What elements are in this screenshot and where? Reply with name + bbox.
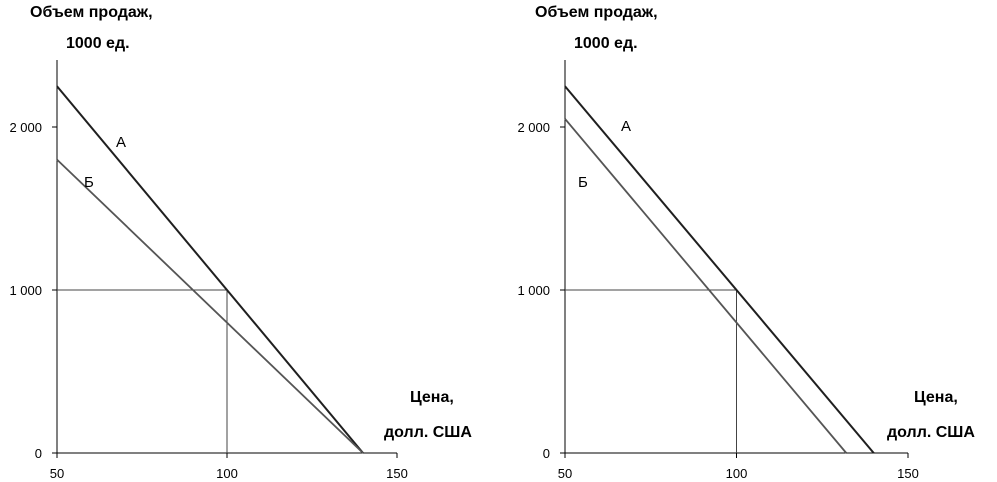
chart2-x-tick-label: 150 (897, 466, 919, 481)
chart1-y-tick-label: 0 (35, 446, 42, 461)
chart1-x-axis-title-line2: долл. США (384, 424, 472, 441)
chart1-x-tick-label: 100 (216, 466, 238, 481)
chart2-series-a-line (564, 85, 875, 454)
chart1-x-tick-label: 150 (386, 466, 408, 481)
chart2-series-a-label: А (621, 118, 631, 135)
chart2-y-axis-title-line2: 1000 ед. (574, 35, 638, 52)
chart1-y-tick-label: 1 000 (9, 283, 42, 298)
chart1-y-axis-title-line1: Объем продаж, (30, 4, 153, 21)
chart1-series-a-label: А (116, 134, 126, 151)
chart2-x-axis-title-line1: Цена, (914, 389, 958, 406)
chart2-series-b-line (564, 118, 847, 454)
chart1-series-b-label: Б (84, 174, 94, 191)
chart2-y-tick-label: 1 000 (517, 283, 550, 298)
chart1-x-tick-label: 50 (50, 466, 64, 481)
chart1-y-axis-title-line2: 1000 ед. (66, 35, 130, 52)
chart2-y-axis-title-line1: Объем продаж, (535, 4, 658, 21)
chart1-series-b-line (56, 158, 364, 454)
chart2-x-tick-label: 50 (558, 466, 572, 481)
chart2-x-axis-title-line2: долл. США (887, 424, 975, 441)
chart1-x-axis-title-line1: Цена, (410, 389, 454, 406)
chart2-y-tick-label: 0 (543, 446, 550, 461)
chart1-series-a-line (56, 85, 364, 454)
chart2-x-tick-label: 100 (726, 466, 748, 481)
chart2-y-tick-label: 2 000 (517, 120, 550, 135)
chart2-series-b-label: Б (578, 174, 588, 191)
chart1-y-tick-label: 2 000 (9, 120, 42, 135)
